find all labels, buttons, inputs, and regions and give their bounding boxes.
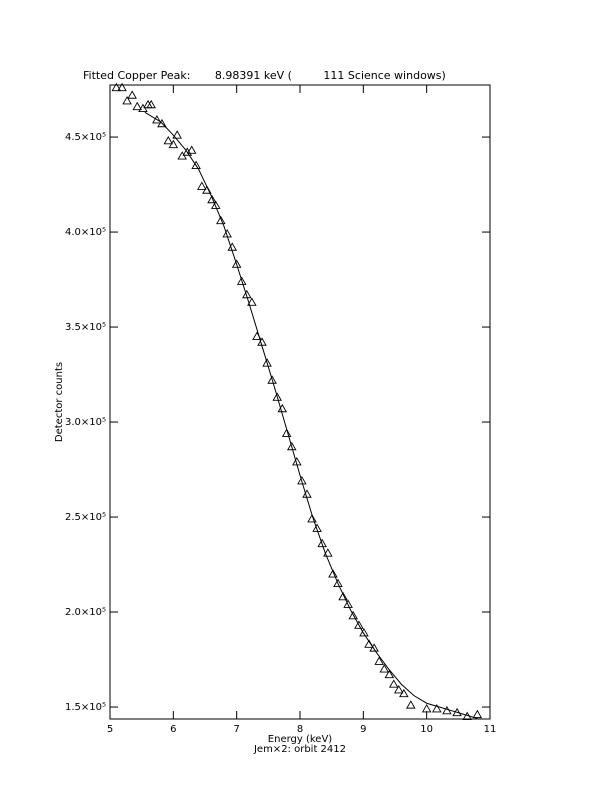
data-point (472, 709, 483, 719)
data-point (122, 96, 132, 105)
data-point (111, 82, 122, 92)
data-point (231, 259, 242, 268)
data-point (394, 685, 404, 694)
data-point (399, 688, 409, 698)
data-point (286, 441, 297, 451)
x-tick-label: 8 (297, 724, 303, 735)
data-point (354, 620, 364, 629)
data-point (262, 358, 272, 367)
data-point (207, 194, 217, 204)
data-point (421, 704, 432, 713)
data-point (236, 276, 247, 285)
x-tick-label: 10 (420, 724, 433, 735)
fit-line (144, 111, 478, 719)
data-point (307, 514, 317, 523)
chart-title: Fitted Copper Peak: 8.98391 keV ( 111 Sc… (83, 69, 446, 82)
data-point (312, 523, 322, 532)
data-point (267, 375, 277, 384)
x-axis-label: Energy (keV) (268, 734, 333, 745)
data-point (333, 578, 343, 587)
y-axis-label: Detector counts (54, 362, 65, 442)
data-point (152, 115, 162, 124)
y-tick-label: 1.5×10⁵ (65, 702, 106, 713)
x-tick-label: 11 (484, 724, 497, 735)
data-point (348, 610, 358, 620)
data-point (197, 181, 207, 190)
y-tick-label: 4.0×10⁵ (65, 227, 106, 238)
data-point (388, 679, 399, 688)
data-point (132, 101, 143, 111)
data-point (343, 599, 353, 608)
data-point (323, 548, 333, 557)
data-point (247, 297, 257, 306)
data-point (379, 664, 390, 673)
data-point (297, 476, 307, 485)
y-tick-label: 4.5×10⁵ (65, 132, 106, 143)
x-tick-label: 5 (107, 724, 113, 735)
data-point (359, 628, 369, 637)
data-point (384, 669, 395, 679)
data-point (406, 700, 416, 709)
footer: Jem×2: orbit 2412 (253, 744, 346, 755)
data-point (157, 118, 167, 128)
data-point (168, 139, 179, 149)
data-point (432, 704, 442, 713)
y-tick-label: 3.0×10⁵ (65, 417, 106, 428)
data-point (216, 215, 226, 225)
data-point (186, 145, 197, 154)
data-point (374, 656, 384, 665)
data-point (281, 428, 292, 437)
data-point (163, 135, 174, 145)
data-point (127, 90, 137, 99)
y-tick-label: 2.0×10⁵ (65, 607, 106, 618)
y-tick-label: 2.5×10⁵ (65, 512, 106, 523)
x-tick-label: 9 (360, 724, 366, 735)
data-point (317, 538, 327, 548)
y-tick-label: 3.5×10⁵ (65, 322, 106, 333)
data-point (210, 200, 221, 209)
data-point (146, 99, 156, 109)
data-point (182, 147, 193, 156)
data-point (338, 591, 348, 601)
data-point (191, 160, 201, 170)
data-point (117, 82, 127, 92)
data-point (369, 643, 379, 652)
x-tick-label: 6 (170, 724, 176, 735)
data-point (272, 392, 282, 401)
x-tick-label: 7 (233, 724, 239, 735)
data-point (328, 569, 338, 578)
data-point (172, 130, 182, 139)
